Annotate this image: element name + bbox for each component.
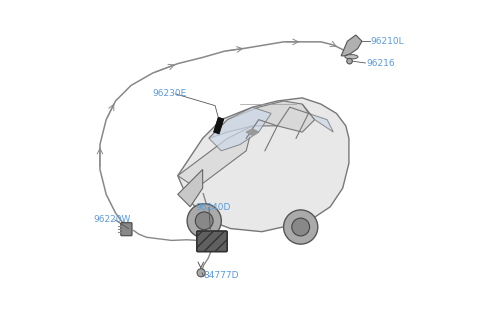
Text: 96220W: 96220W [94, 215, 131, 225]
Polygon shape [302, 104, 334, 132]
Circle shape [292, 218, 310, 236]
Circle shape [197, 269, 205, 277]
Text: 84777D: 84777D [203, 271, 239, 280]
Polygon shape [178, 98, 349, 232]
Circle shape [195, 212, 213, 230]
Polygon shape [341, 35, 362, 56]
Polygon shape [209, 101, 315, 138]
Text: 96230E: 96230E [153, 89, 187, 98]
Circle shape [187, 204, 221, 238]
Ellipse shape [345, 55, 358, 59]
Text: 96210L: 96210L [371, 37, 404, 46]
Polygon shape [178, 170, 203, 207]
Polygon shape [178, 126, 252, 188]
Polygon shape [214, 117, 224, 134]
Polygon shape [246, 129, 259, 135]
FancyBboxPatch shape [197, 231, 227, 252]
Circle shape [284, 210, 318, 244]
Text: 96216: 96216 [366, 59, 395, 68]
Polygon shape [209, 107, 271, 151]
Circle shape [347, 58, 352, 64]
FancyBboxPatch shape [121, 223, 132, 236]
Text: 96240D: 96240D [196, 203, 231, 212]
